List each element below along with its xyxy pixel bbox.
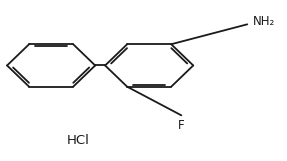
Text: NH₂: NH₂ <box>253 15 275 28</box>
Text: HCl: HCl <box>67 134 90 147</box>
Text: F: F <box>178 119 185 132</box>
